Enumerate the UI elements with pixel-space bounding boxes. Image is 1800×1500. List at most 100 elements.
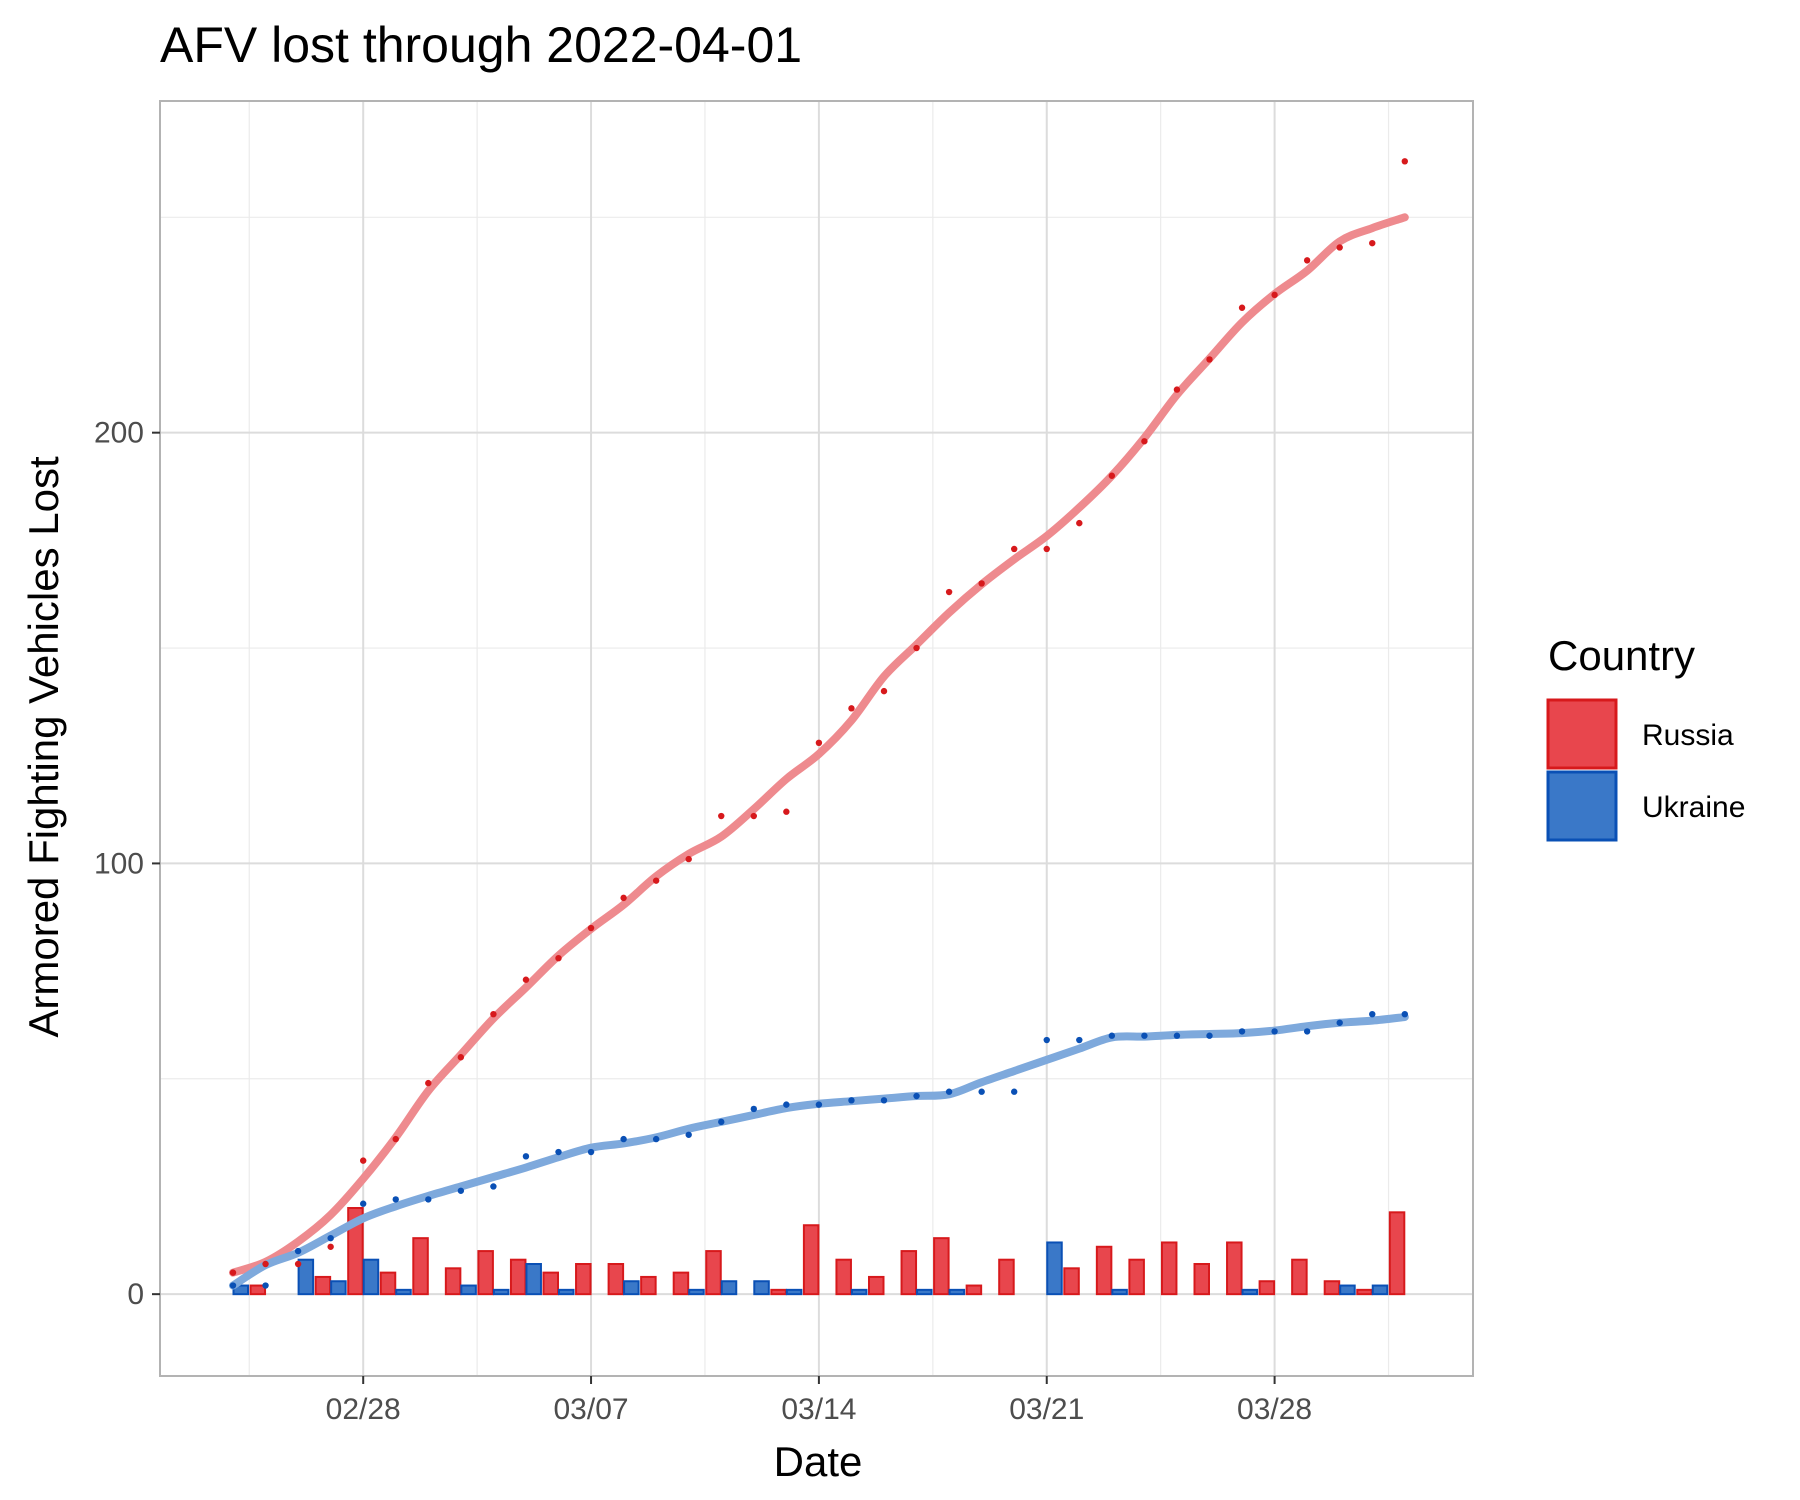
point-ukraine — [522, 1153, 530, 1160]
bar-russia — [640, 1275, 657, 1296]
legend-label-russia: Russia — [1642, 719, 1734, 752]
axis-ticks: 0 100 200 02/28 03/07 03/14 03/21 03/28 — [94, 417, 1312, 1426]
point-ukraine — [1076, 1036, 1083, 1044]
point-ukraine — [555, 1148, 562, 1156]
point-ukraine — [718, 1118, 725, 1126]
y-axis-title: Armored Fighting Vehicles Lost — [20, 456, 67, 1038]
bar-russia — [477, 1250, 494, 1296]
point-ukraine — [1141, 1032, 1148, 1039]
point-russia — [652, 877, 660, 884]
point-ukraine — [392, 1196, 399, 1203]
point-russia — [945, 588, 953, 596]
point-ukraine — [327, 1234, 334, 1242]
point-russia — [685, 855, 692, 863]
bar-ukraine — [362, 1258, 380, 1296]
x-tick-label: 03/21 — [1009, 1393, 1084, 1426]
x-tick-label: 03/28 — [1237, 1393, 1312, 1426]
point-russia — [262, 1260, 269, 1268]
point-russia — [620, 894, 627, 902]
legend-swatch-ukraine — [1546, 770, 1618, 842]
point-russia — [1238, 304, 1246, 311]
point-russia — [360, 1157, 367, 1164]
bar-russia — [705, 1250, 722, 1296]
bar-russia — [347, 1207, 364, 1296]
bar-russia — [1226, 1241, 1243, 1296]
bar-ukraine — [460, 1284, 477, 1296]
point-russia — [392, 1135, 399, 1143]
point-russia — [1076, 519, 1083, 527]
x-tick-label: 03/07 — [554, 1393, 629, 1426]
point-russia — [490, 1010, 497, 1018]
bar-ukraine — [753, 1280, 770, 1296]
point-russia — [1369, 239, 1376, 247]
bar-ukraine — [232, 1284, 249, 1296]
point-russia — [522, 976, 530, 983]
point-russia — [1401, 158, 1409, 165]
bar-ukraine — [948, 1288, 966, 1296]
point-ukraine — [913, 1092, 920, 1100]
bar-ukraine — [525, 1263, 542, 1296]
bar-russia — [1258, 1280, 1276, 1296]
bar-russia — [607, 1263, 625, 1296]
point-russia — [880, 687, 888, 695]
point-russia — [1271, 291, 1278, 299]
bar-ukraine — [558, 1288, 575, 1296]
point-russia — [425, 1079, 432, 1087]
bar-ukraine — [623, 1280, 640, 1296]
bar-russia — [770, 1288, 787, 1296]
point-russia — [229, 1269, 237, 1276]
point-russia — [750, 812, 757, 820]
point-ukraine — [490, 1183, 497, 1190]
bar-russia — [379, 1271, 397, 1296]
legend: Country Russia Ukraine — [1546, 632, 1745, 842]
point-ukraine — [1173, 1032, 1181, 1039]
legend-title: Country — [1548, 632, 1695, 679]
bar-russia — [1128, 1258, 1145, 1296]
point-ukraine — [750, 1105, 757, 1113]
point-russia — [587, 924, 595, 932]
bar-russia — [868, 1275, 885, 1296]
point-ukraine — [587, 1148, 595, 1156]
bar-russia — [1193, 1263, 1210, 1296]
point-russia — [1336, 244, 1343, 251]
plot-panel-border — [159, 100, 1474, 1377]
point-ukraine — [1238, 1028, 1246, 1035]
bar-russia — [249, 1284, 267, 1296]
point-ukraine — [457, 1187, 465, 1194]
point-russia — [913, 644, 920, 652]
point-ukraine — [1401, 1010, 1409, 1018]
point-ukraine — [783, 1101, 790, 1108]
x-tick-label: 03/14 — [781, 1393, 856, 1426]
bar-ukraine — [1241, 1288, 1259, 1296]
point-ukraine — [1108, 1032, 1116, 1039]
bar-russia — [1356, 1288, 1373, 1296]
point-ukraine — [229, 1282, 237, 1289]
bar-ukraine — [1046, 1241, 1063, 1296]
point-ukraine — [294, 1247, 302, 1255]
point-ukraine — [262, 1282, 269, 1289]
bar-ukraine — [1371, 1284, 1389, 1296]
bar-russia — [1063, 1267, 1080, 1296]
legend-label-ukraine: Ukraine — [1642, 791, 1745, 824]
point-russia — [1011, 545, 1018, 553]
bar-russia — [1160, 1241, 1178, 1296]
x-tick-label: 02/28 — [326, 1393, 401, 1426]
bar-ukraine — [785, 1288, 803, 1296]
bar-ukraine — [492, 1288, 510, 1296]
point-russia — [1043, 545, 1050, 553]
bar-russia — [933, 1237, 950, 1296]
bar-ukraine — [1111, 1288, 1128, 1296]
point-ukraine — [620, 1135, 627, 1143]
point-russia — [848, 705, 855, 712]
bar-russia — [1323, 1280, 1341, 1296]
point-russia — [327, 1243, 334, 1250]
point-russia — [1141, 438, 1148, 445]
bar-russia — [509, 1258, 527, 1296]
bar-russia — [835, 1258, 852, 1296]
bar-ukraine — [688, 1288, 705, 1296]
point-russia — [978, 580, 985, 587]
point-russia — [1108, 472, 1116, 479]
point-ukraine — [978, 1088, 985, 1095]
point-russia — [457, 1054, 465, 1061]
